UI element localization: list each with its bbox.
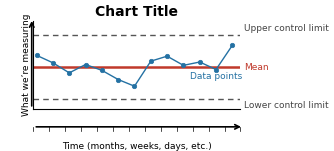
Y-axis label: What we’re measuring: What we’re measuring [22,14,31,116]
Text: Lower control limit: Lower control limit [244,101,328,110]
Text: Mean: Mean [244,63,269,72]
Title: Chart Title: Chart Title [96,5,178,19]
Text: Upper control limit: Upper control limit [244,24,329,33]
Text: Data points: Data points [190,72,242,81]
Text: Time (months, weeks, days, etc.): Time (months, weeks, days, etc.) [62,142,212,151]
